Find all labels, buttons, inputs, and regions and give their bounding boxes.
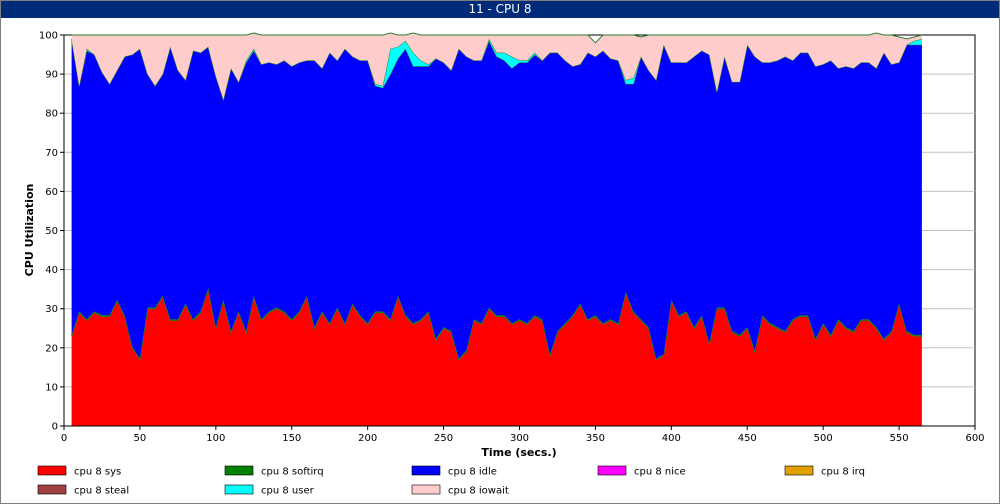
x-tick-label: 450 [738, 433, 757, 444]
x-tick-label: 50 [134, 433, 147, 444]
legend-item: cpu 8 steal [37, 484, 129, 497]
y-axis-title: CPU Utilization [23, 184, 36, 277]
legend-label: cpu 8 irq [821, 467, 865, 478]
legend-item: cpu 8 iowait [411, 484, 509, 497]
x-tick-label: 0 [61, 433, 67, 444]
legend-swatch [411, 484, 441, 495]
legend-label: cpu 8 user [261, 486, 315, 497]
legend-item: cpu 8 sys [37, 465, 121, 478]
x-tick-label: 500 [814, 433, 833, 444]
y-tick-label: 50 [45, 226, 58, 237]
legend-label: cpu 8 softirq [261, 467, 324, 478]
x-tick-label: 150 [282, 433, 301, 444]
y-tick-label: 0 [52, 422, 58, 433]
legend-label: cpu 8 nice [634, 467, 686, 478]
y-tick-label: 10 [45, 382, 58, 393]
y-tick-label: 90 [45, 70, 58, 81]
y-tick-label: 80 [45, 109, 58, 120]
y-tick-label: 70 [45, 148, 58, 159]
y-tick-label: 30 [45, 304, 58, 315]
x-tick-label: 350 [586, 433, 605, 444]
x-tick-label: 100 [206, 433, 225, 444]
y-tick-label: 20 [45, 343, 58, 354]
legend-item: cpu 8 nice [597, 465, 686, 478]
area-cpu-8-iowait [71, 33, 922, 100]
legend-label: cpu 8 iowait [448, 486, 509, 497]
area-cpu-8-sys [71, 289, 922, 426]
x-tick-label: 600 [965, 433, 984, 444]
legend-swatch [37, 484, 67, 495]
y-tick-label: 40 [45, 265, 58, 276]
x-tick-label: 300 [510, 433, 529, 444]
legend-item: cpu 8 softirq [224, 465, 324, 478]
window-title: 11 - CPU 8 [1, 1, 999, 18]
series-areas [71, 32, 923, 426]
legend-item: cpu 8 idle [411, 465, 497, 478]
legend-swatch [224, 465, 254, 476]
legend-item: cpu 8 user [224, 484, 315, 497]
y-tick-label: 60 [45, 187, 58, 198]
legend-swatch [37, 465, 67, 476]
legend: cpu 8 sys cpu 8 softirq cpu 8 idle cpu 8 ni… [37, 465, 865, 497]
legend-label: cpu 8 idle [448, 467, 497, 478]
legend-swatch [784, 465, 814, 476]
x-tick-label: 550 [890, 433, 909, 444]
area-edge-cpu-8-iowait [71, 32, 923, 44]
legend-swatch [597, 465, 627, 476]
x-tick-label: 400 [662, 433, 681, 444]
legend-swatch [411, 465, 441, 476]
legend-label: cpu 8 steal [74, 486, 129, 497]
x-tick-label: 250 [434, 433, 453, 444]
legend-swatch [224, 484, 254, 495]
axes: 0 10 20 30 40 50 60 70 80 90 100 0 50 100 150 200 250 300… [39, 31, 985, 445]
x-axis-title: Time (secs.) [481, 446, 556, 459]
legend-item: cpu 8 irq [784, 465, 865, 478]
area-cpu-8-idle [71, 38, 922, 359]
y-tick-label: 100 [39, 31, 58, 42]
x-tick-label: 200 [358, 433, 377, 444]
legend-label: cpu 8 sys [74, 467, 121, 478]
